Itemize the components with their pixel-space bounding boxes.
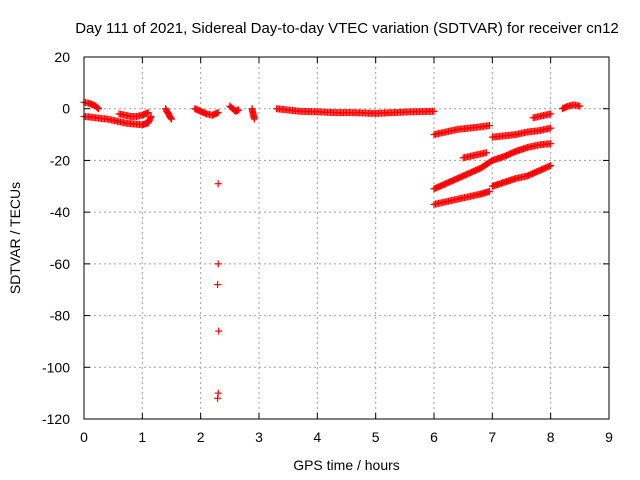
data-point xyxy=(94,104,102,112)
data-point xyxy=(483,149,490,157)
data-point xyxy=(147,112,155,120)
grid xyxy=(84,57,609,419)
data-point xyxy=(547,110,555,118)
plot-frame xyxy=(83,56,610,420)
data-point xyxy=(576,102,584,110)
x-tick-label: 3 xyxy=(255,429,263,445)
data-point xyxy=(215,327,223,335)
x-tick-label: 5 xyxy=(372,429,380,445)
x-tick-label: 6 xyxy=(430,429,438,445)
data-point xyxy=(214,260,222,268)
x-tick-label: 0 xyxy=(80,429,88,445)
y-axis-label: SDTVAR / TECUs xyxy=(7,182,23,294)
data-point xyxy=(485,187,493,195)
data-point xyxy=(485,122,493,130)
data-point xyxy=(168,115,175,123)
data-point xyxy=(430,107,438,115)
y-tick-label: 20 xyxy=(54,49,70,65)
data-point xyxy=(214,281,222,289)
data-point xyxy=(547,162,555,170)
y-tick-label: -20 xyxy=(50,152,70,168)
x-axis-label: GPS time / hours xyxy=(293,457,400,473)
x-tick-label: 4 xyxy=(313,429,321,445)
data-point xyxy=(95,105,103,113)
x-tick-label: 8 xyxy=(547,429,555,445)
axis-ticks xyxy=(83,56,610,420)
chart-title: Day 111 of 2021, Sidereal Day-to-day VTE… xyxy=(75,20,619,37)
data-points xyxy=(80,98,584,402)
data-point xyxy=(250,115,258,123)
y-tick-label: -120 xyxy=(42,411,70,427)
data-point xyxy=(214,109,222,117)
data-point xyxy=(144,109,152,117)
data-point xyxy=(214,180,222,188)
y-tick-label: -60 xyxy=(50,256,70,272)
y-tick-label: -100 xyxy=(42,359,70,375)
y-tick-label: -40 xyxy=(50,204,70,220)
data-point xyxy=(547,124,555,132)
x-tick-label: 9 xyxy=(605,429,613,445)
x-tick-label: 2 xyxy=(197,429,205,445)
data-point xyxy=(235,106,243,114)
tick-labels: 0 1 2 3 4 5 6 7 8 9 -120 -100 -80 -60 -40 -20 0 20 xyxy=(42,49,613,445)
y-tick-label: 0 xyxy=(62,101,70,117)
x-tick-label: 1 xyxy=(138,429,146,445)
y-tick-label: -80 xyxy=(50,308,70,324)
x-tick-label: 7 xyxy=(488,429,496,445)
data-point xyxy=(214,394,222,402)
data-point xyxy=(547,140,555,148)
